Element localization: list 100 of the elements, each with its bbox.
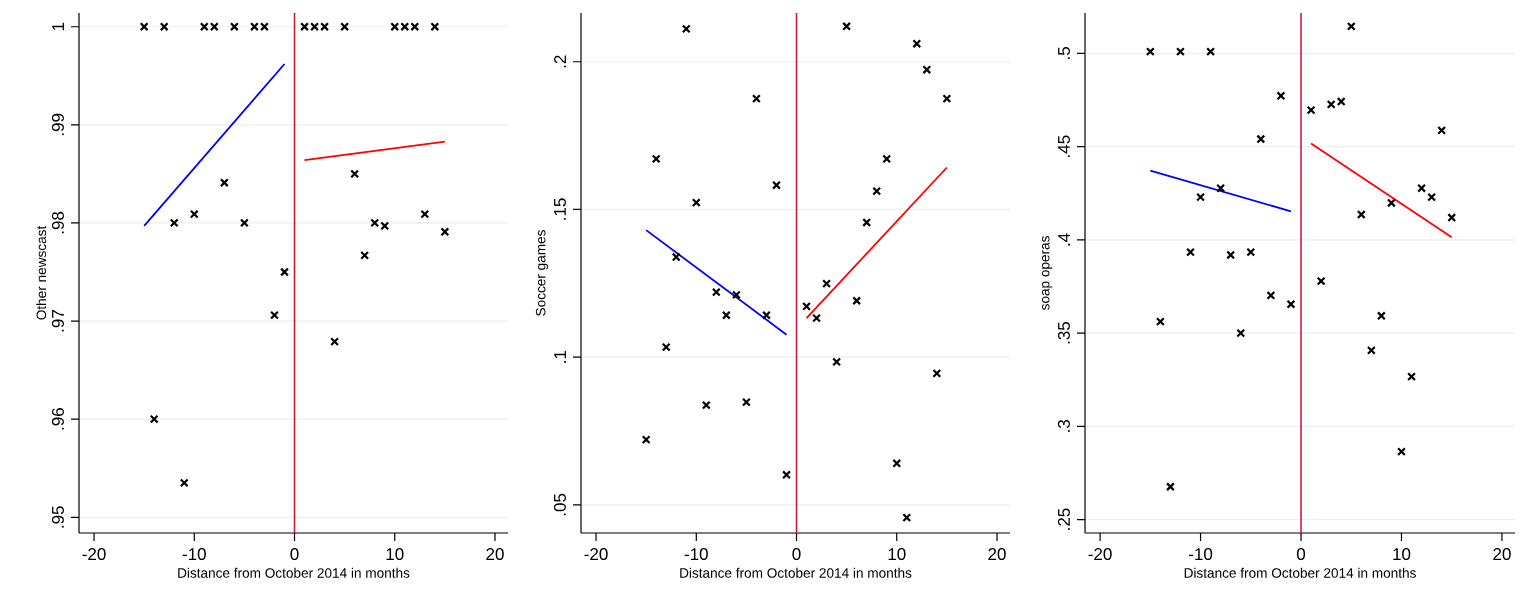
y-tick-label: .95 [51,506,64,528]
point [1336,97,1346,107]
point [1266,290,1276,300]
point [159,22,169,32]
point [1417,183,1427,193]
point [1376,311,1386,321]
point [219,178,229,188]
y-tick-label: 1 [52,22,64,31]
point [179,478,189,488]
point [1165,482,1175,492]
x-axis-title: Distance from October 2014 in months [178,567,410,578]
point [1366,345,1376,355]
point [932,368,942,378]
point [661,342,671,352]
point [922,65,932,75]
point [1276,91,1286,101]
point [430,22,440,32]
point [721,310,731,320]
point [269,310,279,320]
point [852,296,862,306]
x-tick-label: 0 [1296,548,1306,561]
point [681,24,691,34]
point [741,397,751,407]
x-tick-label: 20 [486,548,504,561]
point [1196,192,1206,202]
x-tick-label: 20 [1493,548,1511,561]
point [822,279,832,289]
point [892,458,902,468]
point [1206,47,1216,57]
point [671,252,681,262]
point [239,218,249,228]
point [1356,210,1366,220]
point [882,154,892,164]
x-tick-label: 0 [792,548,801,561]
point [1186,247,1195,257]
x-tick-label: 10 [888,548,906,561]
point [812,313,822,323]
point [942,94,952,104]
point [169,218,179,228]
point [1316,276,1326,286]
point [912,39,922,49]
point [771,180,781,190]
point [1216,183,1226,193]
point [761,310,771,320]
point [1407,372,1417,382]
x-tick-label: -10 [1189,548,1213,561]
x-tick-label: -20 [82,548,106,561]
point [280,267,289,277]
x-tick-label: -10 [182,548,206,561]
point [641,435,651,445]
point [330,337,340,347]
point [189,209,199,219]
point [420,209,430,219]
point [229,22,239,32]
point [1346,21,1356,31]
x-tick-label: 20 [988,548,1006,561]
point [340,22,350,32]
point [842,21,852,31]
point [1256,134,1266,144]
y-axis-title: soap operas [1042,236,1053,311]
point [1396,447,1406,457]
point [1226,250,1236,260]
point [1145,47,1155,57]
y-axis-title: Soccer games [535,230,549,316]
point [711,287,721,297]
y-tick-label: .2 [554,55,566,68]
point [1447,213,1457,223]
y-tick-label: .96 [51,408,64,430]
point [1155,317,1165,327]
point [902,513,912,523]
point [1175,47,1185,57]
point [832,357,842,367]
y-axis-title: Other newscast [36,225,47,320]
y-tick-label: .05 [553,493,566,516]
point [751,94,761,104]
point [380,221,390,231]
point [1437,125,1447,135]
point [350,169,360,179]
x-tick-label: 10 [386,548,404,561]
y-tick-label: .4 [1058,233,1070,246]
y-tick-label: .97 [51,310,64,332]
y-tick-label: .1 [554,350,566,363]
point [1236,328,1246,338]
x-axis-title: Distance from October 2014 in months [680,567,912,578]
point [731,290,741,300]
point [139,22,149,32]
x-tick-label: -10 [684,548,708,561]
x-tick-label: 10 [1393,548,1411,561]
y-tick-label: .98 [51,211,64,234]
point [370,218,380,228]
point [1286,299,1296,309]
x-tick-label: 0 [290,548,299,561]
point [862,217,872,227]
point [440,227,450,237]
y-tick-label: .25 [1057,508,1070,530]
x-axis-title: Distance from October 2014 in months [1184,567,1416,578]
point [1326,99,1336,109]
point [1427,192,1437,202]
y-tick-label: .3 [1057,419,1070,432]
point [701,400,711,410]
